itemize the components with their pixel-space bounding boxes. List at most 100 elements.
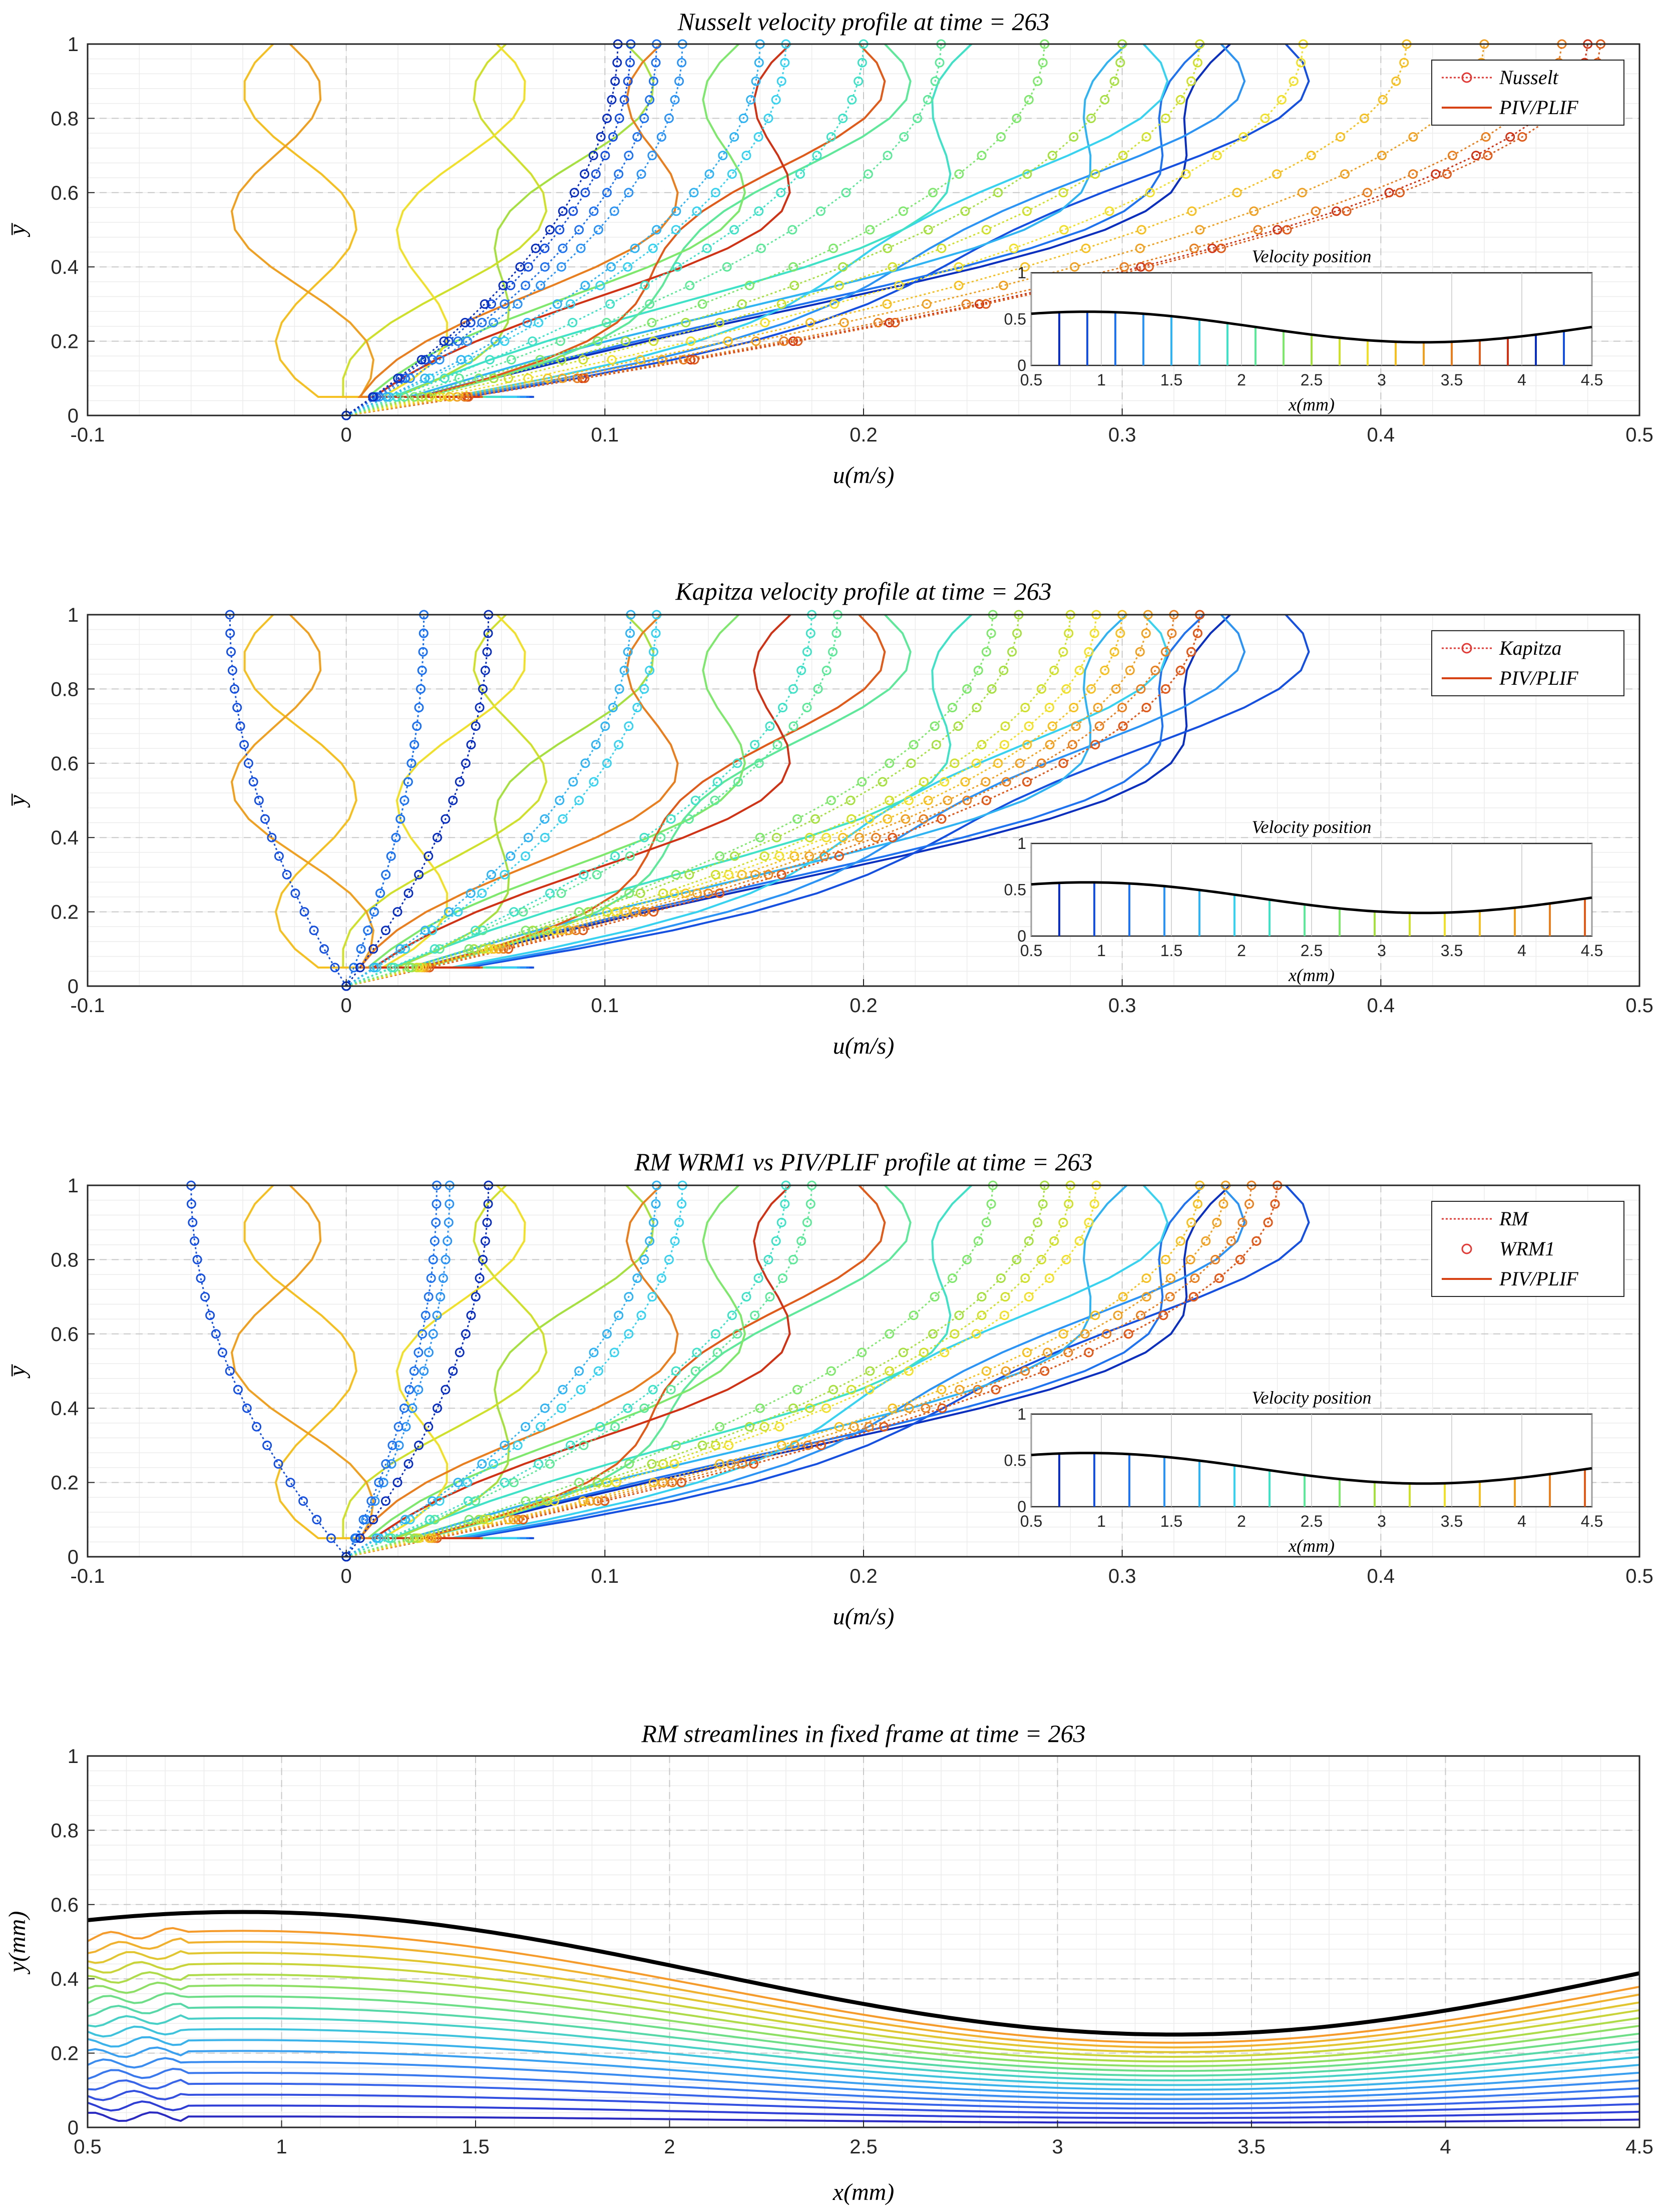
nusselt-profile-marker xyxy=(954,169,964,179)
rm-profile-marker xyxy=(879,1422,889,1432)
kapitza-profile-marker xyxy=(403,889,413,898)
nusselt-profile-marker xyxy=(1306,151,1316,161)
nusselt-profile-marker xyxy=(689,355,699,365)
rm-profile-marker xyxy=(857,1348,867,1358)
kapitza-profile-line xyxy=(346,614,1123,987)
rm-profile-marker xyxy=(557,1403,566,1413)
kapitza-profile-marker xyxy=(710,795,720,805)
rm-profile-marker xyxy=(536,1422,546,1432)
nusselt-profile-line xyxy=(345,44,632,416)
rm-profile-marker xyxy=(1001,1366,1011,1376)
kapitza-profile-marker xyxy=(855,832,865,842)
rm-profile-marker xyxy=(1024,1292,1034,1302)
kapitza-profile-marker xyxy=(792,814,802,824)
rm-profile-marker xyxy=(715,1459,725,1469)
rm-profile-marker xyxy=(805,1403,814,1413)
kapitza-profile-marker xyxy=(550,926,559,936)
kapitza-profile-marker xyxy=(1047,721,1057,731)
nusselt-profile-marker xyxy=(535,355,545,365)
nusselt-profile-marker xyxy=(513,299,523,309)
kapitza-profile-marker xyxy=(972,703,982,712)
rm-profile-marker xyxy=(225,1366,235,1376)
kapitza-profile-marker xyxy=(930,721,940,731)
kapitza-profile-marker xyxy=(282,869,292,879)
kapitza-profile-marker xyxy=(260,814,270,824)
kapitza-profile-marker xyxy=(1111,684,1121,694)
streamline xyxy=(87,1937,1640,2049)
rm-profile-marker xyxy=(600,1496,610,1506)
rm-profile-marker xyxy=(771,1236,781,1246)
rm-profile-marker xyxy=(542,1496,552,1506)
nusselt-profile-marker xyxy=(614,169,624,179)
nusselt-profile-marker xyxy=(839,318,849,327)
nusselt-profile-marker xyxy=(671,206,681,216)
kapitza-profile-marker xyxy=(540,814,550,824)
kapitza-profile-marker xyxy=(715,889,725,898)
nusselt-profile-marker xyxy=(1377,151,1387,161)
kapitza-profile-marker xyxy=(846,795,856,805)
kapitza-profile-marker xyxy=(940,777,950,787)
rm-profile-marker xyxy=(371,1533,381,1543)
x-tick-label: 0.2 xyxy=(850,995,878,1017)
rm-profile-marker xyxy=(428,1254,438,1264)
nusselt-profile-marker xyxy=(531,243,541,253)
rm-profile-marker xyxy=(750,1310,760,1320)
nusselt-profile-marker xyxy=(557,262,566,272)
kapitza-profile-marker xyxy=(430,944,440,954)
rm-profile-line xyxy=(346,1185,813,1558)
rm-profile-marker xyxy=(381,1496,390,1506)
rm-profile-marker xyxy=(1201,1236,1211,1246)
rm-profile-marker xyxy=(732,1329,742,1339)
nusselt-profile-marker xyxy=(975,299,984,309)
nusselt-profile-marker xyxy=(602,188,612,198)
nusselt-profile-marker xyxy=(1253,225,1263,235)
rm-profile-marker xyxy=(574,1366,584,1376)
kapitza-profile-marker xyxy=(568,777,578,787)
inset-y-tick-label: 0 xyxy=(1017,927,1026,945)
rm-profile-marker xyxy=(477,1459,487,1469)
kapitza-profile-marker xyxy=(625,628,635,638)
nusselt-profile-marker xyxy=(639,113,649,123)
streamline xyxy=(87,2046,1640,2096)
kapitza-profile-marker xyxy=(355,963,365,973)
kapitza-profile-marker xyxy=(960,777,970,787)
inset-x-tick-label: 3 xyxy=(1377,1512,1386,1530)
panel-2-y-label: y̅ xyxy=(4,793,31,808)
inset-x-tick-label: 1.5 xyxy=(1160,1512,1182,1530)
kapitza-profile-marker xyxy=(729,851,739,861)
nusselt-profile-marker xyxy=(1058,188,1068,198)
rm-profile-marker xyxy=(1043,1348,1053,1358)
rm-profile-marker xyxy=(1237,1217,1247,1227)
nusselt-profile-marker xyxy=(1069,132,1079,142)
kapitza-profile-marker xyxy=(226,647,236,657)
kapitza-profile-marker xyxy=(771,832,781,842)
nusselt-profile-marker xyxy=(873,318,883,327)
kapitza-profile-marker xyxy=(621,907,631,917)
nusselt-profile-marker xyxy=(1192,58,1202,68)
rm-profile-marker xyxy=(1185,1254,1195,1264)
rm-profile-marker xyxy=(579,1440,589,1450)
nusselt-profile-marker xyxy=(500,299,510,309)
rm-profile-marker xyxy=(909,1310,919,1320)
inset-x-tick-label: 1.5 xyxy=(1160,942,1182,960)
rm-profile-marker xyxy=(649,1217,658,1227)
kapitza-profile-marker xyxy=(819,851,829,861)
nusselt-profile-marker xyxy=(1273,225,1283,235)
nusselt-profile-marker xyxy=(640,280,650,290)
nusselt-profile-marker xyxy=(543,373,553,383)
nusselt-profile-marker xyxy=(1020,262,1030,272)
rm-profile-marker xyxy=(312,1515,322,1525)
kapitza-profile-marker xyxy=(1074,665,1084,675)
kapitza-profile-line xyxy=(346,614,813,987)
rm-profile-marker xyxy=(589,1348,599,1358)
kapitza-profile-marker xyxy=(1022,777,1032,787)
rm-profile-marker xyxy=(647,1459,657,1469)
rm-profile-marker xyxy=(954,1310,964,1320)
rm-profile-marker xyxy=(233,1385,243,1395)
y-tick-label: 0 xyxy=(68,405,79,427)
kapitza-profile-marker xyxy=(369,963,379,973)
nusselt-profile-marker xyxy=(746,95,756,105)
kapitza-profile-marker xyxy=(981,777,991,787)
kapitza-profile-marker xyxy=(523,832,533,842)
x-tick-label: 1 xyxy=(276,2136,287,2158)
